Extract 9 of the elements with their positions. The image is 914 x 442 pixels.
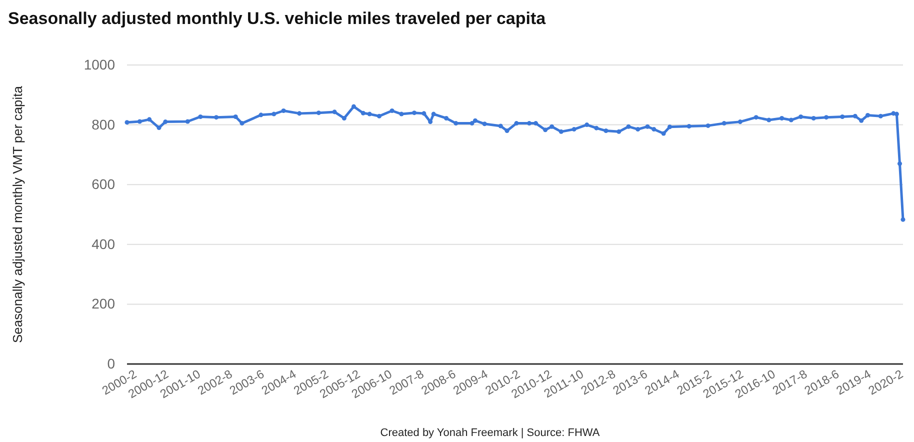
y-tick-label: 600 [92,176,116,192]
y-tick-label: 200 [92,296,116,312]
y-tick-label: 800 [92,116,116,132]
y-tick-label: 0 [107,355,116,372]
y-tick-label: 400 [92,236,116,252]
y-tick-label: 1000 [84,56,116,72]
chart-title: Seasonally adjusted monthly U.S. vehicle miles traveled per capita [8,9,546,28]
y-axis-title: Seasonally adjusted monthly VMT per capita [10,85,25,344]
text: Created by Yonah Freemark | Source: FHWA [380,427,600,439]
